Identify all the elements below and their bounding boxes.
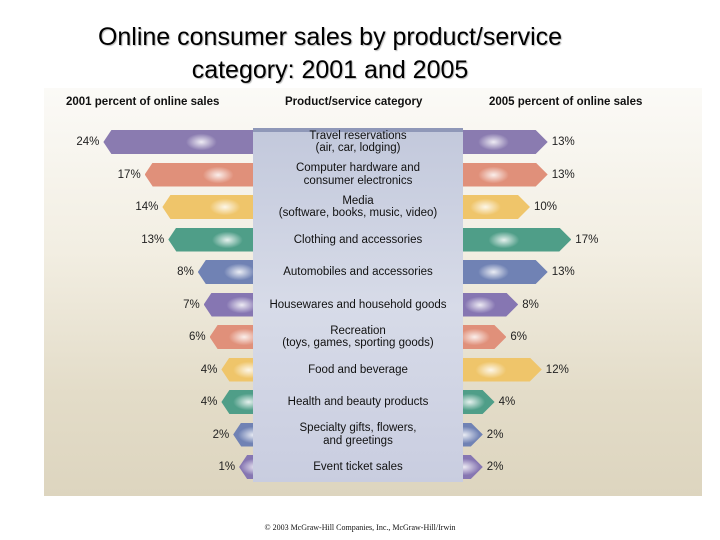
- category-line1: Automobiles and accessories: [283, 266, 433, 278]
- value-2005: 2%: [486, 428, 504, 441]
- value-2001: 17%: [117, 168, 141, 181]
- bar-2001: [144, 162, 267, 187]
- category-line2: consumer electronics: [303, 174, 413, 187]
- value-2001: 13%: [141, 233, 165, 246]
- bar-2001: [103, 130, 267, 154]
- category-label: Event ticket sales: [253, 461, 463, 474]
- bar-2005: [449, 130, 548, 154]
- category-line1: Specialty gifts, flowers,: [299, 422, 417, 434]
- value-2005: 17%: [575, 233, 599, 246]
- header-2005: 2005 percent of online sales: [489, 96, 643, 108]
- category-line1: Computer hardware and: [295, 162, 420, 174]
- value-2001: 1%: [218, 461, 236, 473]
- value-2005: 12%: [545, 363, 569, 376]
- header-category: Product/service category: [285, 96, 423, 108]
- category-label: Health and beauty products: [253, 396, 463, 409]
- chart-figure: 2001 percent of online sales Product/ser…: [44, 88, 702, 496]
- value-2005: 4%: [498, 396, 516, 408]
- category-line1: Media: [342, 194, 374, 207]
- category-line1: Travel reservations: [309, 129, 407, 142]
- category-label: Automobiles and accessories: [253, 266, 463, 279]
- category-line1: Health and beauty products: [287, 396, 429, 408]
- category-line2: (air, car, lodging): [315, 142, 401, 154]
- value-2001: 4%: [200, 396, 218, 408]
- category-line1: Clothing and accessories: [293, 233, 423, 246]
- value-2001: 6%: [188, 331, 206, 343]
- chart-title-line2: category: 2001 and 2005: [191, 56, 469, 84]
- value-2005: 10%: [534, 201, 558, 213]
- bar-2005: [449, 163, 548, 187]
- value-2005: 13%: [551, 266, 575, 278]
- category-label: Media (software, books, music, video): [253, 195, 463, 220]
- bar-2001: [162, 195, 267, 219]
- chart-title-line1: Online consumer sales by product/service: [97, 23, 563, 51]
- bar-2001: [168, 227, 267, 252]
- category-line1: Recreation: [330, 324, 386, 337]
- category-label: Clothing and accessories: [253, 234, 463, 247]
- bar-2005: [449, 358, 542, 382]
- value-2005: 6%: [510, 331, 528, 343]
- header-2001: 2001 percent of online sales: [66, 96, 220, 108]
- category-line2: (toys, games, sporting goods): [282, 337, 434, 349]
- bar-2005: [449, 228, 571, 252]
- category-line2: and greetings: [323, 434, 393, 447]
- value-2001: 14%: [135, 201, 159, 213]
- value-2001: 24%: [76, 136, 100, 148]
- value-2001: 2%: [212, 428, 230, 441]
- value-2005: 2%: [486, 461, 504, 473]
- copyright-note: © 2003 McGraw-Hill Companies, Inc., McGr…: [264, 523, 456, 532]
- value-2005: 13%: [551, 168, 575, 181]
- category-label: Housewares and household goods: [253, 299, 463, 312]
- value-2005: 13%: [551, 136, 575, 148]
- value-2001: 8%: [177, 266, 194, 278]
- category-label: Specialty gifts, flowers, and greetings: [253, 422, 463, 447]
- bar-2005: [449, 260, 548, 284]
- category-label: Recreation (toys, games, sporting goods): [253, 325, 463, 350]
- category-panel: [253, 128, 463, 482]
- value-2005: 8%: [522, 298, 539, 311]
- category-label: Food and beverage: [253, 364, 463, 377]
- category-line1: Food and beverage: [308, 363, 408, 376]
- category-label: Travel reservations (air, car, lodging): [253, 130, 463, 155]
- value-2001: 7%: [183, 298, 200, 311]
- value-2001: 4%: [200, 363, 218, 376]
- category-line2: (software, books, music, video): [278, 207, 438, 219]
- category-line1: Event ticket sales: [313, 461, 403, 473]
- category-line1: Housewares and household goods: [269, 298, 447, 311]
- category-label: Computer hardware and consumer electronic…: [253, 162, 463, 187]
